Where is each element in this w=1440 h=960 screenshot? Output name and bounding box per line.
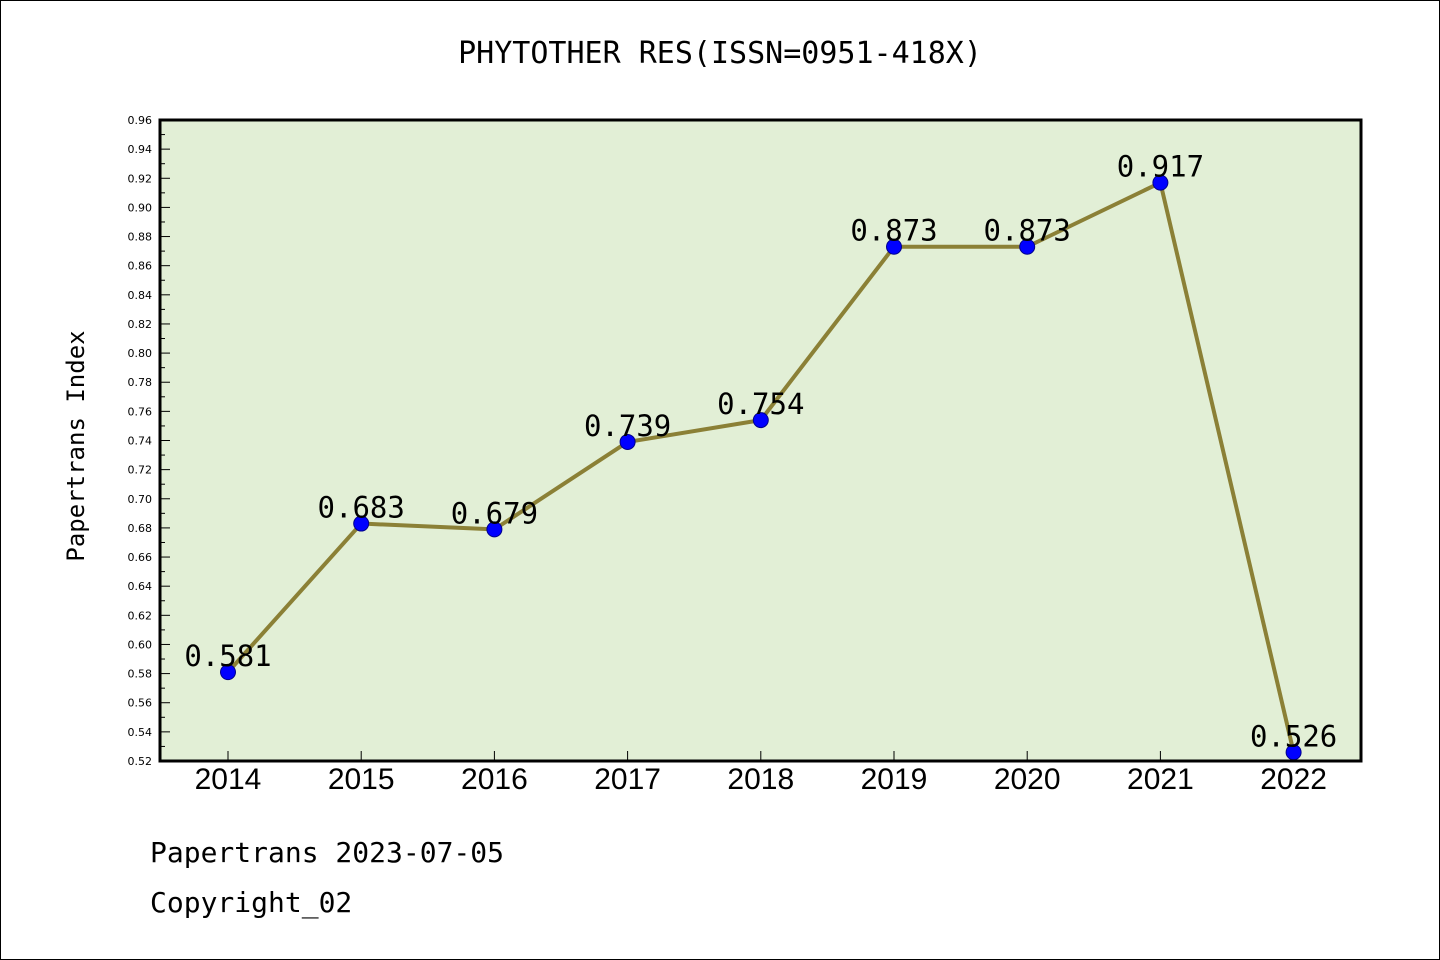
y-tick-label: 0.68 bbox=[128, 522, 153, 535]
y-tick-label: 0.58 bbox=[128, 668, 153, 681]
y-tick-label: 0.82 bbox=[128, 318, 153, 331]
data-point bbox=[353, 515, 370, 532]
x-tick-label: 2018 bbox=[727, 763, 794, 796]
chart-title: PHYTOTHER RES(ISSN=0951-418X) bbox=[458, 36, 982, 71]
data-label: 0.739 bbox=[584, 409, 671, 443]
y-tick-label: 0.56 bbox=[128, 697, 153, 710]
y-tick-label: 0.66 bbox=[128, 551, 153, 564]
y-tick-label: 0.88 bbox=[128, 231, 153, 244]
data-label: 0.683 bbox=[318, 491, 405, 525]
x-tick-label: 2020 bbox=[994, 763, 1061, 796]
data-label: 0.873 bbox=[850, 214, 937, 248]
y-tick-label: 0.54 bbox=[128, 726, 153, 739]
y-tick-label: 0.70 bbox=[128, 493, 153, 506]
x-tick-label: 2017 bbox=[594, 763, 661, 796]
y-tick-label: 0.60 bbox=[128, 638, 153, 651]
data-point bbox=[220, 664, 236, 681]
data-label: 0.679 bbox=[451, 496, 538, 530]
y-tick-label: 0.84 bbox=[128, 289, 153, 302]
x-tick-label: 2016 bbox=[461, 763, 528, 796]
x-tick-label: 2022 bbox=[1260, 763, 1327, 796]
y-tick-label: 0.74 bbox=[128, 435, 153, 448]
data-point bbox=[619, 433, 636, 450]
data-label: 0.873 bbox=[984, 214, 1071, 248]
y-tick-label: 0.80 bbox=[128, 347, 153, 360]
y-tick-label: 0.72 bbox=[128, 464, 153, 477]
data-point bbox=[1152, 174, 1169, 191]
y-tick-label: 0.92 bbox=[128, 172, 153, 185]
data-label: 0.917 bbox=[1117, 150, 1204, 184]
y-tick-label: 0.90 bbox=[128, 201, 153, 214]
y-tick-label: 0.96 bbox=[128, 114, 153, 127]
data-point bbox=[752, 412, 769, 429]
y-tick-label: 0.52 bbox=[128, 755, 153, 768]
data-label: 0.581 bbox=[184, 639, 271, 673]
data-point bbox=[886, 238, 902, 255]
y-tick-label: 0.62 bbox=[128, 609, 153, 622]
data-point bbox=[486, 521, 503, 538]
plot-area bbox=[160, 120, 1361, 761]
data-label: 0.754 bbox=[717, 387, 804, 421]
x-tick-label: 2021 bbox=[1127, 763, 1194, 796]
y-tick-label: 0.78 bbox=[128, 376, 153, 389]
x-tick-label: 2014 bbox=[195, 763, 262, 796]
plot-border bbox=[158, 118, 1363, 763]
y-tick-label: 0.64 bbox=[128, 580, 153, 593]
x-tick-label: 2015 bbox=[328, 763, 395, 796]
footer-date: Papertrans 2023-07-05 bbox=[150, 836, 505, 869]
footer-copyright: Copyright_02 bbox=[150, 886, 353, 919]
x-tick-label: 2019 bbox=[861, 763, 928, 796]
y-tick-label: 0.86 bbox=[128, 260, 153, 273]
y-tick-label: 0.76 bbox=[128, 405, 153, 418]
data-point bbox=[1019, 238, 1036, 255]
y-tick-label: 0.94 bbox=[128, 143, 153, 156]
data-label: 0.526 bbox=[1250, 719, 1337, 753]
